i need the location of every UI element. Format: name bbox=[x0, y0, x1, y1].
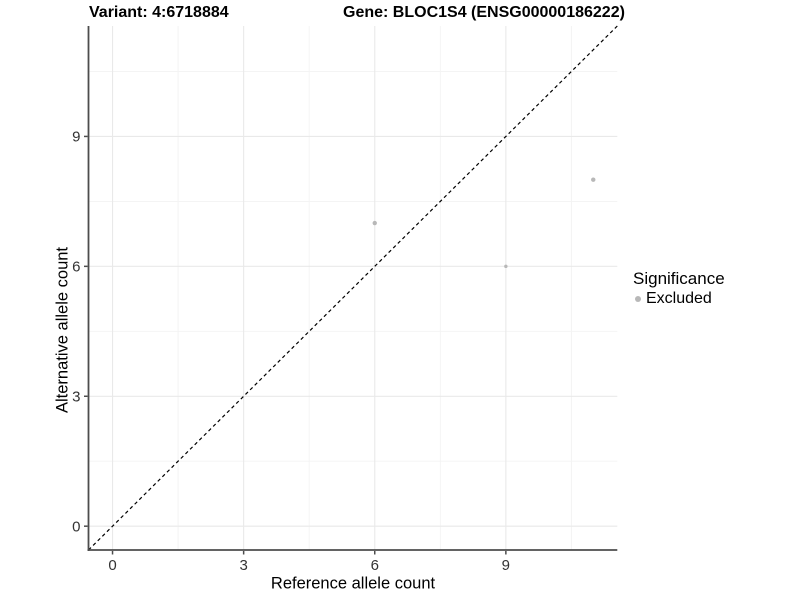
x-axis-title: Reference allele count bbox=[270, 574, 436, 593]
identity-line bbox=[88, 25, 618, 551]
axis-lines bbox=[87, 26, 618, 551]
y-axis-title: Alternative allele count bbox=[53, 246, 72, 414]
series-excluded bbox=[372, 177, 596, 269]
legend: Significance Excluded bbox=[633, 268, 725, 309]
grid-minor bbox=[88, 26, 618, 550]
data-point bbox=[591, 177, 596, 182]
x-tick-label: 0 bbox=[108, 557, 116, 574]
x-axis-ticks: 0 3 6 9 bbox=[108, 551, 510, 574]
plot-title-variant: Variant: 4:6718884 bbox=[89, 4, 229, 21]
y-tick-label: 0 bbox=[72, 518, 80, 535]
y-tick-label: 9 bbox=[72, 129, 80, 146]
plot-title-gene: Gene: BLOC1S4 (ENSG00000186222) bbox=[343, 4, 625, 21]
legend-item-excluded: Excluded bbox=[633, 289, 725, 309]
x-tick-label: 3 bbox=[239, 557, 247, 574]
y-tick-label: 3 bbox=[72, 388, 80, 405]
legend-item-label: Excluded bbox=[646, 290, 712, 307]
grid-major bbox=[88, 26, 618, 550]
legend-point-icon bbox=[635, 296, 641, 302]
data-point bbox=[372, 220, 377, 226]
legend-title: Significance bbox=[633, 269, 725, 288]
x-tick-label: 9 bbox=[502, 557, 510, 574]
data-point bbox=[504, 264, 508, 269]
y-axis-ticks: 0 3 6 9 bbox=[72, 129, 88, 535]
x-tick-label: 6 bbox=[371, 557, 379, 574]
y-tick-label: 6 bbox=[72, 259, 80, 276]
